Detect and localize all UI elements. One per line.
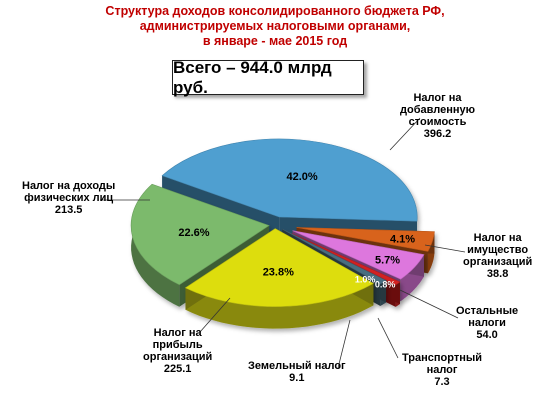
label-pit-line-2: физических лиц <box>22 192 115 204</box>
label-profit-line-3: организаций <box>143 351 212 363</box>
label-transport: Транспортный налог 7.3 <box>402 352 482 388</box>
label-vat-line-2: добавленную <box>400 104 475 116</box>
label-property-line-3: организаций <box>463 256 532 268</box>
label-land: Земельный налог 9.1 <box>248 360 346 384</box>
percent-label-land: 1.0% <box>355 275 376 285</box>
percent-label-transport: 0.8% <box>375 280 396 290</box>
label-transport-value: 7.3 <box>402 376 482 388</box>
percent-label-pit: 22.6% <box>178 227 209 239</box>
label-profit-line-1: Налог на <box>143 327 212 339</box>
label-transport-line-1: Транспортный <box>402 352 482 364</box>
total-text: Всего – 944.0 млрд руб. <box>173 58 363 98</box>
label-property: Налог на имущество организаций 38.8 <box>463 232 532 280</box>
pie-slices <box>131 139 434 329</box>
label-profit: Налог на прибыль организаций 225.1 <box>143 327 212 375</box>
label-pit: Налог на доходы физических лиц 213.5 <box>22 180 115 216</box>
label-other: Остальные налоги 54.0 <box>456 305 518 341</box>
label-vat-line-1: Налог на <box>400 92 475 104</box>
label-land-value: 9.1 <box>248 372 346 384</box>
label-vat-value: 396.2 <box>400 128 475 140</box>
leader-line-other <box>400 290 458 318</box>
label-transport-line-2: налог <box>402 364 482 376</box>
label-property-value: 38.8 <box>463 268 532 280</box>
total-box: Всего – 944.0 млрд руб. <box>172 60 364 95</box>
label-profit-line-2: прибыль <box>143 339 212 351</box>
percent-label-property: 4.1% <box>390 234 415 246</box>
label-profit-value: 225.1 <box>143 363 212 375</box>
label-pit-line-1: Налог на доходы <box>22 180 115 192</box>
leader-line-transport <box>378 318 398 358</box>
percent-label-other: 5.7% <box>375 254 400 266</box>
label-vat-line-3: стоимость <box>400 116 475 128</box>
label-pit-value: 213.5 <box>22 204 115 216</box>
label-property-line-2: имущество <box>463 244 532 256</box>
percent-label-vat: 42.0% <box>286 171 317 183</box>
label-other-value: 54.0 <box>456 329 518 341</box>
label-land-line-1: Земельный налог <box>248 360 346 372</box>
percent-label-profit: 23.8% <box>263 267 294 279</box>
label-other-line-2: налоги <box>456 317 518 329</box>
label-property-line-1: Налог на <box>463 232 532 244</box>
label-other-line-1: Остальные <box>456 305 518 317</box>
label-vat: Налог на добавленную стоимость 396.2 <box>400 92 475 140</box>
